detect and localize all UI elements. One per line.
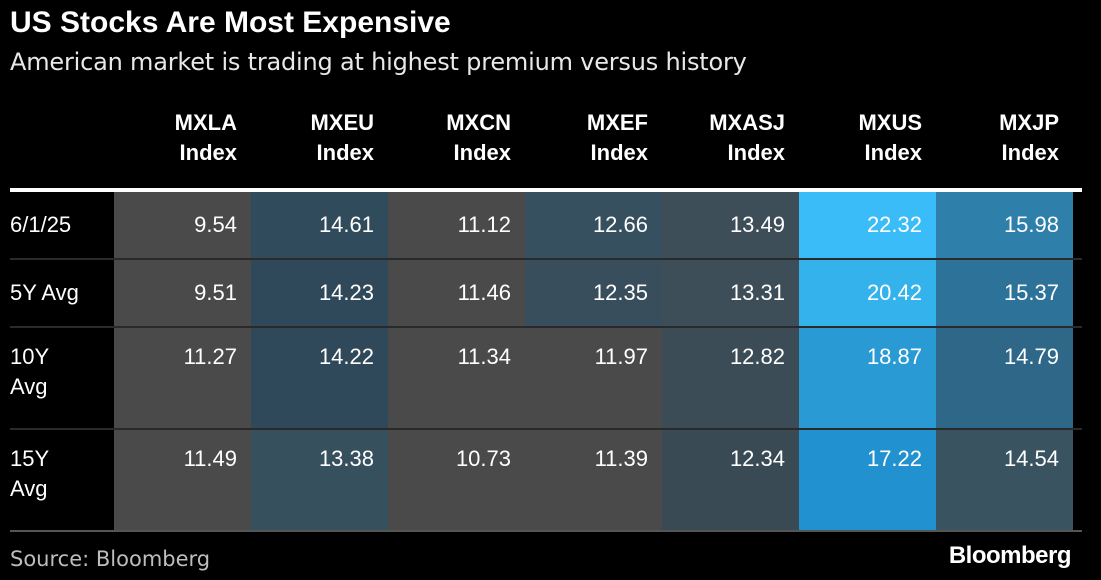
row-label-line: Avg xyxy=(10,476,48,501)
header-rule xyxy=(10,188,1082,192)
column-header-ticker: MXEU xyxy=(310,110,374,135)
column-header-mxef: MXEF Index xyxy=(525,108,662,188)
table-cell: 13.49 xyxy=(662,192,799,258)
table-cell: 14.22 xyxy=(251,328,388,428)
table-cell: 18.87 xyxy=(799,328,936,428)
column-header-suffix: Index xyxy=(864,140,922,165)
table-cell: 11.97 xyxy=(525,328,662,428)
column-header-ticker: MXUS xyxy=(858,110,922,135)
column-header-ticker: MXJP xyxy=(999,110,1059,135)
table-cell: 11.39 xyxy=(525,430,662,530)
column-header-ticker: MXEF xyxy=(586,110,648,135)
bloomberg-logo: Bloomberg xyxy=(948,542,1072,569)
table-cell: 11.46 xyxy=(388,260,525,326)
table-cell: 12.66 xyxy=(525,192,662,258)
column-header-ticker: MXASJ xyxy=(709,110,785,135)
column-header-suffix: Index xyxy=(590,140,648,165)
table-cell: 13.38 xyxy=(251,430,388,530)
table-cell: 11.27 xyxy=(114,328,251,428)
chart-title: US Stocks Are Most Expensive xyxy=(10,6,451,39)
table-cell: 14.54 xyxy=(936,430,1073,530)
valuation-table: MXLA Index MXEU Index MXCN Index MXEF Index MXAS… xyxy=(10,108,1082,532)
column-header-mxcn: MXCN Index xyxy=(388,108,525,188)
row-label: 5Y Avg xyxy=(10,278,114,308)
row-separator xyxy=(10,258,1082,260)
column-header-mxasj: MXASJ Index xyxy=(662,108,799,188)
column-header-ticker: MXCN xyxy=(446,110,511,135)
column-header-suffix: Index xyxy=(453,140,511,165)
row-separator xyxy=(10,428,1082,430)
column-header-suffix: Index xyxy=(316,140,374,165)
row-label-line: 15Y xyxy=(10,446,50,471)
row-label: 10Y Avg xyxy=(10,342,114,402)
table-cell: 14.23 xyxy=(251,260,388,326)
table-cell: 13.31 xyxy=(662,260,799,326)
table-cell: 12.82 xyxy=(662,328,799,428)
column-header-mxus: MXUS Index xyxy=(799,108,936,188)
column-header-suffix: Index xyxy=(727,140,785,165)
table-cell: 9.54 xyxy=(114,192,251,258)
chart-subtitle: American market is trading at highest pr… xyxy=(10,48,747,76)
column-header-suffix: Index xyxy=(179,140,237,165)
column-header-mxla: MXLA Index xyxy=(114,108,251,188)
table-cell: 11.34 xyxy=(388,328,525,428)
row-label-line: 6/1/25 xyxy=(10,212,72,237)
row-label-line: Avg xyxy=(10,374,48,399)
column-header-ticker: MXLA xyxy=(174,110,237,135)
table-cell: 15.98 xyxy=(936,192,1073,258)
column-header-mxjp: MXJP Index xyxy=(936,108,1073,188)
row-label-line: 5Y Avg xyxy=(10,280,79,305)
column-header-mxeu: MXEU Index xyxy=(251,108,388,188)
table-cell: 12.34 xyxy=(662,430,799,530)
table-cell: 12.35 xyxy=(525,260,662,326)
table-cell: 14.79 xyxy=(936,328,1073,428)
table-cell: 14.61 xyxy=(251,192,388,258)
column-header-suffix: Index xyxy=(1001,140,1059,165)
row-label: 15Y Avg xyxy=(10,444,114,504)
table-cell: 10.73 xyxy=(388,430,525,530)
row-label: 6/1/25 xyxy=(10,210,114,240)
table-bottom-rule xyxy=(10,530,1082,532)
table-cell: 20.42 xyxy=(799,260,936,326)
source-note: Source: Bloomberg xyxy=(10,547,211,571)
table-cell: 15.37 xyxy=(936,260,1073,326)
row-label-line: 10Y xyxy=(10,344,50,369)
row-separator xyxy=(10,326,1082,328)
table-cell: 9.51 xyxy=(114,260,251,326)
table-cell: 22.32 xyxy=(799,192,936,258)
table-cell: 17.22 xyxy=(799,430,936,530)
table-cell: 11.12 xyxy=(388,192,525,258)
table-cell: 11.49 xyxy=(114,430,251,530)
